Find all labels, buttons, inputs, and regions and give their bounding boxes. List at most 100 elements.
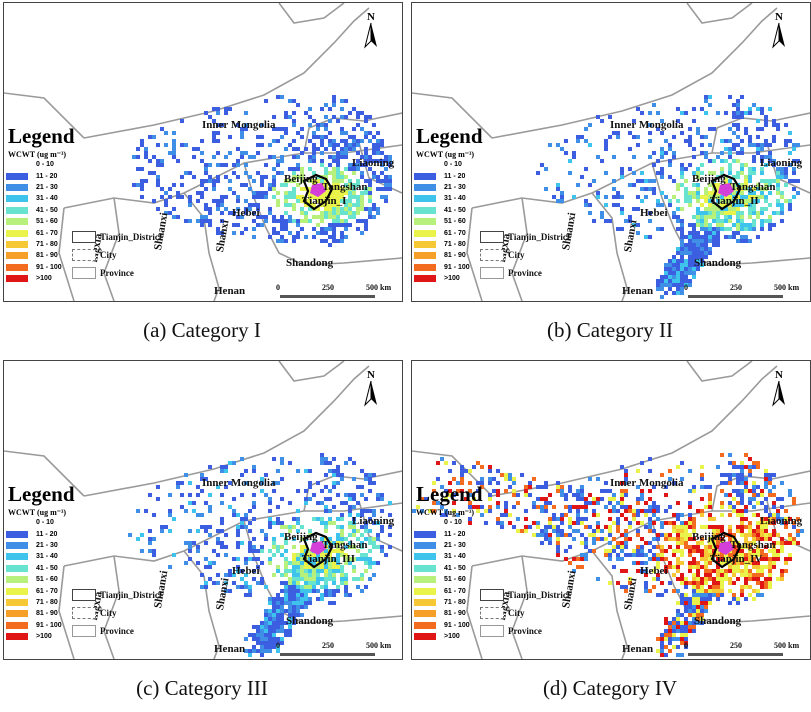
wcwt-cell (156, 183, 160, 187)
wcwt-cell (688, 199, 692, 203)
wcwt-cell (324, 497, 328, 501)
wcwt-cell (216, 111, 220, 115)
legend-class-label: 81 - 90 (36, 610, 58, 618)
wcwt-cell (576, 509, 580, 513)
wcwt-cell (236, 525, 240, 529)
wcwt-cell (752, 513, 756, 517)
wcwt-cell (432, 481, 436, 485)
wcwt-cell (212, 131, 216, 135)
wcwt-cell (564, 139, 568, 143)
wcwt-cell (328, 243, 332, 247)
wcwt-cell (688, 279, 692, 283)
wcwt-cell (364, 553, 368, 557)
wcwt-cell (292, 111, 296, 115)
wcwt-cell (348, 513, 352, 517)
wcwt-cell (288, 529, 292, 533)
wcwt-cell (688, 255, 692, 259)
wcwt-cell (748, 195, 752, 199)
wcwt-cell (228, 461, 232, 465)
wcwt-cell (256, 633, 260, 637)
wcwt-cell (700, 621, 704, 625)
wcwt-cell (696, 131, 700, 135)
wcwt-cell (764, 553, 768, 557)
wcwt-cell (332, 581, 336, 585)
wcwt-cell (292, 195, 296, 199)
wcwt-cell (768, 107, 772, 111)
wcwt-cell (308, 569, 312, 573)
wcwt-cell (584, 501, 588, 505)
wcwt-cell (692, 263, 696, 267)
wcwt-cell (188, 501, 192, 505)
wcwt-cell (244, 593, 248, 597)
wcwt-cell (348, 163, 352, 167)
wcwt-cell (624, 545, 628, 549)
wcwt-cell (700, 525, 704, 529)
wcwt-cell (368, 577, 372, 581)
wcwt-cell (760, 549, 764, 553)
wcwt-cell (636, 223, 640, 227)
wcwt-cell (768, 155, 772, 159)
wcwt-cell (388, 525, 392, 529)
wcwt-cell (636, 545, 640, 549)
wcwt-cell (708, 493, 712, 497)
wcwt-cell (696, 597, 700, 601)
wcwt-cell (284, 585, 288, 589)
wcwt-cell (236, 123, 240, 127)
wcwt-cell (268, 601, 272, 605)
wcwt-cell (280, 525, 284, 529)
wcwt-cell (700, 143, 704, 147)
wcwt-cell (536, 171, 540, 175)
wcwt-cell (224, 465, 228, 469)
wcwt-cell (176, 195, 180, 199)
legend-swatch (6, 252, 28, 260)
wcwt-cell (324, 569, 328, 573)
wcwt-cell (296, 565, 300, 569)
wcwt-cell (300, 537, 304, 541)
wcwt-cell (152, 171, 156, 175)
wcwt-cell (704, 227, 708, 231)
wcwt-cell (172, 553, 176, 557)
wcwt-cell (756, 143, 760, 147)
wcwt-cell (776, 557, 780, 561)
wcwt-cell (680, 601, 684, 605)
wcwt-cell (320, 195, 324, 199)
wcwt-cell (292, 179, 296, 183)
wcwt-cell (324, 589, 328, 593)
legend-class-label: 41 - 50 (36, 564, 58, 572)
wcwt-cell (356, 577, 360, 581)
wcwt-cell (668, 259, 672, 263)
wcwt-cell (320, 139, 324, 143)
wcwt-cell (204, 585, 208, 589)
wcwt-cell (276, 203, 280, 207)
wcwt-cell (152, 513, 156, 517)
wcwt-cell (196, 549, 200, 553)
wcwt-cell (628, 525, 632, 529)
wcwt-cell (172, 147, 176, 151)
wcwt-cell (748, 167, 752, 171)
legend-class-label: 11 - 20 (36, 172, 58, 180)
wcwt-cell (328, 577, 332, 581)
wcwt-cell (604, 219, 608, 223)
wcwt-cell (328, 537, 332, 541)
wcwt-cell (668, 163, 672, 167)
wcwt-cell (724, 199, 728, 203)
wcwt-cell (560, 147, 564, 151)
wcwt-cell (300, 577, 304, 581)
wcwt-cell (796, 159, 800, 163)
wcwt-cell (252, 637, 256, 641)
wcwt-cell (476, 481, 480, 485)
wcwt-cell (336, 199, 340, 203)
wcwt-cell (732, 593, 736, 597)
wcwt-cell (256, 151, 260, 155)
wcwt-cell (772, 163, 776, 167)
wcwt-cell (704, 601, 708, 605)
wcwt-cell (320, 123, 324, 127)
wcwt-cell (372, 143, 376, 147)
wcwt-cell (156, 179, 160, 183)
wcwt-cell (740, 187, 744, 191)
legend-swatch (414, 206, 436, 214)
wcwt-cell (340, 231, 344, 235)
wcwt-cell (740, 219, 744, 223)
wcwt-cell (796, 529, 800, 533)
wcwt-cell (700, 581, 704, 585)
